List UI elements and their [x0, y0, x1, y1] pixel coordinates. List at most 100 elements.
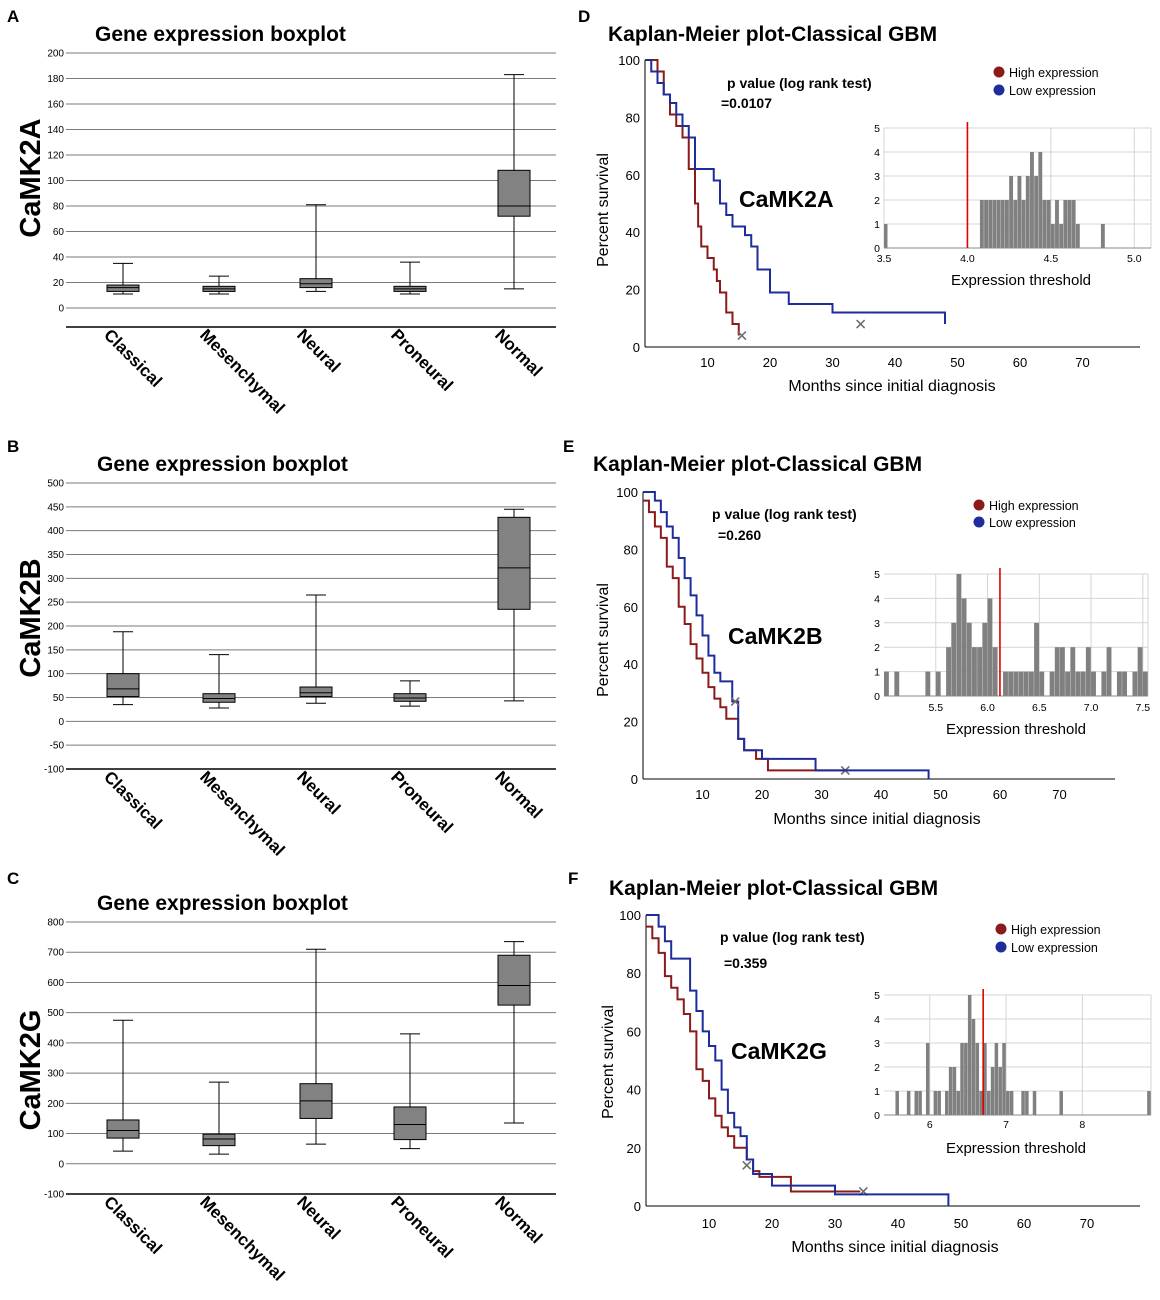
category-label: Mesenchymal: [196, 325, 288, 417]
hist-bar: [1021, 200, 1026, 248]
y-tick-label: 100: [47, 669, 64, 680]
hist-bar: [987, 598, 993, 696]
box-iqr: [497, 169, 531, 217]
y-tick-label: 150: [47, 645, 64, 656]
km-y-tick-label: 0: [634, 1199, 641, 1214]
hist-bar: [1054, 647, 1060, 696]
censor-mark: [856, 319, 866, 329]
hist-bar: [884, 224, 888, 248]
y-tick-label: 600: [47, 978, 64, 989]
inset-x-tick-label: 6: [927, 1119, 933, 1131]
gene-label-a: CaMK2A: [15, 118, 47, 237]
censor-stroke: [742, 1160, 752, 1170]
km-x-tick-label: 70: [1052, 787, 1066, 802]
hist-bar: [1116, 671, 1122, 696]
box-iqr: [393, 1106, 427, 1141]
inset-y-tick-label: 5: [874, 990, 880, 1002]
category-label: Normal: [491, 767, 546, 822]
hist-bar: [956, 1091, 960, 1115]
hist-bar: [925, 1043, 930, 1115]
hist-bar: [960, 1043, 964, 1115]
hist-bar: [937, 1091, 941, 1115]
panel-letter-f: F: [568, 869, 578, 888]
hist-bar: [1142, 671, 1148, 696]
y-tick-label: 40: [53, 253, 65, 264]
legend-high-d: High expression: [1009, 66, 1099, 80]
y-tick-label: 500: [47, 479, 64, 490]
legend-low-f: Low expression: [1011, 941, 1098, 955]
km-x-tick-label: 40: [888, 355, 902, 370]
hist-bar: [1063, 200, 1068, 248]
box-iqr: [497, 954, 531, 1006]
km-x-tick-label: 30: [825, 355, 839, 370]
censor-mark: [742, 1160, 752, 1170]
inset-histogram: 0 1 2 3 4 5 3.5 4.0 4.5 5.0: [874, 122, 1152, 265]
hist-bar: [1025, 1091, 1029, 1115]
hist-xlabel-d: Expression threshold: [951, 272, 1091, 289]
pvalue-label-f: p value (log rank test): [720, 929, 865, 945]
box-proneural: [393, 680, 427, 707]
y-tick-label: -100: [44, 1190, 64, 1201]
hist-bar: [914, 1091, 919, 1115]
category-label: Neural: [293, 1192, 344, 1243]
box-mesenchymal: [202, 654, 236, 709]
inset-x-tick-label: 8: [1079, 1119, 1085, 1131]
hist-bar: [906, 1091, 911, 1115]
hist-bar: [1034, 176, 1039, 248]
km-y-tick-label: 60: [626, 168, 640, 183]
censor-stroke: [730, 696, 740, 707]
hist-bar: [1070, 647, 1076, 696]
hist-bar: [1100, 224, 1105, 248]
y-tick-label: 80: [53, 202, 65, 213]
hist-bar: [998, 1067, 1002, 1115]
km-x-tick-label: 10: [700, 355, 714, 370]
hist-bar: [935, 671, 941, 696]
inset-y-tick-label: 2: [874, 642, 880, 654]
y-tick-label: 120: [47, 151, 64, 162]
y-tick-label: 0: [58, 304, 64, 315]
y-tick-label: 250: [47, 598, 64, 609]
inset-y-tick-label: 3: [874, 171, 880, 183]
panel-letter-b: B: [7, 437, 19, 456]
inset-x-tick-label: 4.0: [960, 253, 975, 265]
hist-bar: [951, 622, 957, 696]
inset-y-tick-label: 1: [874, 1086, 880, 1098]
legend-high-dot-e: [973, 499, 985, 511]
hist-bar: [1021, 1091, 1025, 1115]
boxplot-title-a: Gene expression boxplot: [95, 23, 346, 46]
hist-bar: [918, 1091, 922, 1115]
y-tick-label: -50: [50, 741, 65, 752]
hist-bar: [1038, 152, 1043, 248]
hist-bar: [1003, 671, 1008, 696]
hist-bar: [1059, 224, 1064, 248]
km-y-tick-label: 40: [626, 225, 640, 240]
category-label: Proneural: [387, 1192, 457, 1262]
inset-y-tick-label: 4: [874, 1014, 880, 1026]
hist-bar: [1049, 671, 1055, 696]
km-x-tick-label: 10: [702, 1216, 716, 1231]
y-tick-label: 500: [47, 1008, 64, 1019]
boxplot-c: -100 0 100 200 300 400 500 600 700 800 Classical Me…: [44, 918, 556, 1285]
box-iqr: [497, 516, 531, 610]
hist-bar: [946, 647, 951, 696]
inset-y-tick-label: 0: [874, 691, 880, 703]
km-y-tick-label: 0: [631, 772, 638, 787]
y-tick-label: 50: [53, 693, 65, 704]
km-y-tick-label: 60: [624, 600, 638, 615]
box-classical: [106, 262, 140, 295]
km-title-f: Kaplan-Meier plot-Classical GBM: [609, 877, 938, 900]
legend-low-dot-d: [993, 84, 1005, 96]
hist-bar: [1075, 224, 1080, 248]
inset-x-tick-label: 5.5: [928, 702, 943, 714]
inset-x-tick-label: 7: [1003, 1119, 1009, 1131]
hist-bar: [1065, 671, 1071, 696]
hist-bar: [992, 647, 998, 696]
panel-letter-d: D: [578, 7, 590, 26]
hist-bar: [1009, 1091, 1014, 1115]
censor-stroke: [856, 319, 866, 329]
panel-letter-a: A: [7, 7, 19, 26]
km-x-tick-label: 20: [765, 1216, 779, 1231]
y-tick-label: 450: [47, 502, 64, 513]
km-x-tick-label: 10: [695, 787, 709, 802]
y-tick-label: 400: [47, 1038, 64, 1049]
